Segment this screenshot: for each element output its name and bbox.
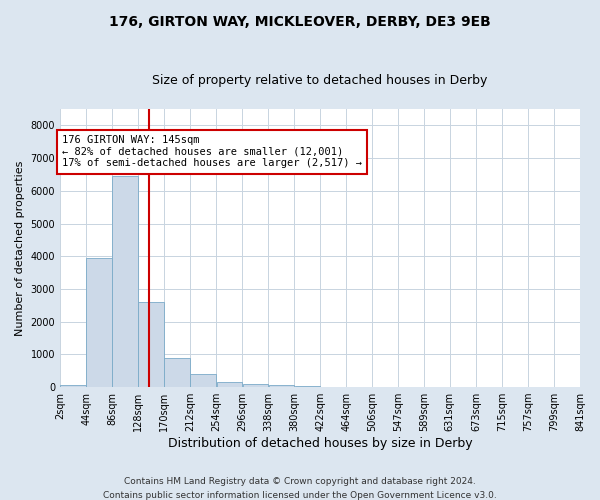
Bar xyxy=(295,386,320,387)
Text: Contains HM Land Registry data © Crown copyright and database right 2024.
Contai: Contains HM Land Registry data © Crown c… xyxy=(103,478,497,500)
Bar xyxy=(164,358,190,387)
Text: 176 GIRTON WAY: 145sqm
← 82% of detached houses are smaller (12,001)
17% of semi: 176 GIRTON WAY: 145sqm ← 82% of detached… xyxy=(62,135,362,168)
Bar xyxy=(112,176,138,387)
Bar xyxy=(269,385,294,387)
Bar xyxy=(217,382,242,387)
Title: Size of property relative to detached houses in Derby: Size of property relative to detached ho… xyxy=(152,74,488,87)
Bar xyxy=(61,386,86,387)
X-axis label: Distribution of detached houses by size in Derby: Distribution of detached houses by size … xyxy=(168,437,472,450)
Y-axis label: Number of detached properties: Number of detached properties xyxy=(15,160,25,336)
Bar xyxy=(242,384,268,387)
Bar xyxy=(86,258,112,387)
Bar xyxy=(139,302,164,387)
Text: 176, GIRTON WAY, MICKLEOVER, DERBY, DE3 9EB: 176, GIRTON WAY, MICKLEOVER, DERBY, DE3 … xyxy=(109,15,491,29)
Bar xyxy=(190,374,216,387)
